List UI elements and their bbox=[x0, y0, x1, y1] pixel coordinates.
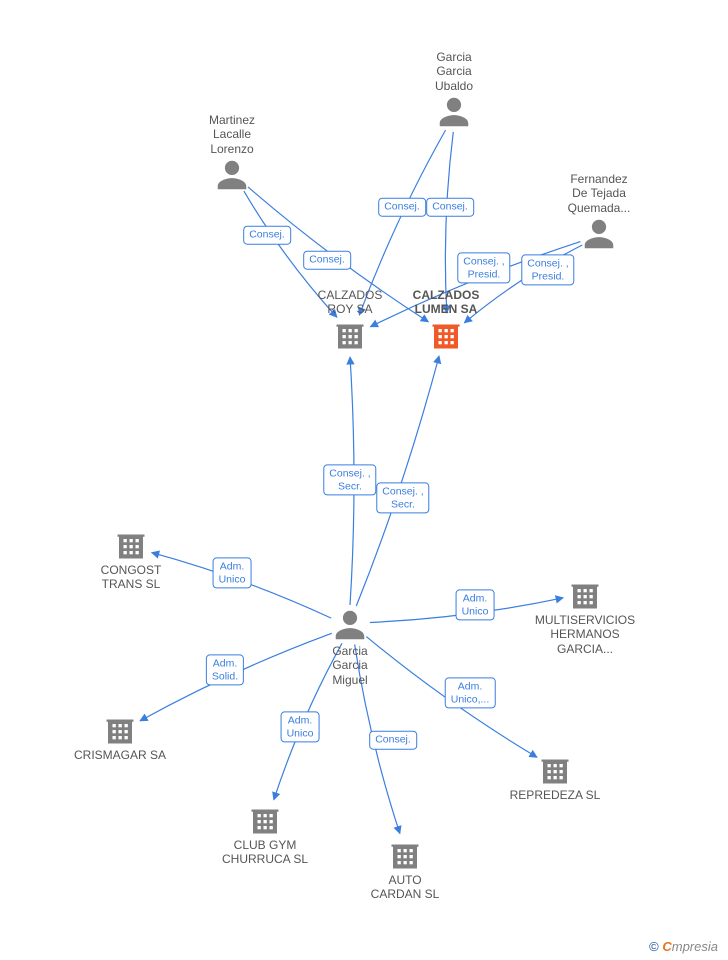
person-node-fernandez[interactable]: Fernandez De Tejada Quemada... bbox=[529, 172, 669, 253]
person-node-martinez[interactable]: Martinez Lacalle Lorenzo bbox=[162, 113, 302, 194]
edge-label: Consej. , Presid. bbox=[521, 254, 574, 285]
building-icon bbox=[332, 317, 368, 353]
node-label: CALZADOS LUMEN SA bbox=[376, 288, 516, 317]
edge-label: Consej. bbox=[243, 226, 291, 245]
company-node-congost[interactable]: CONGOST TRANS SL bbox=[61, 527, 201, 592]
person-icon bbox=[213, 156, 251, 194]
edge-label: Consej. bbox=[426, 198, 474, 217]
person-node-miguel[interactable]: Garcia Garcia Miguel bbox=[280, 606, 420, 687]
footer-credit: © Cmpresia bbox=[649, 939, 718, 954]
edge-label: Adm. Unico bbox=[281, 711, 320, 742]
node-label: CONGOST TRANS SL bbox=[61, 563, 201, 592]
building-icon bbox=[567, 577, 603, 613]
person-node-ubaldo[interactable]: Garcia Garcia Ubaldo bbox=[384, 50, 524, 131]
building-icon bbox=[537, 752, 573, 788]
edge-label: Adm. Unico bbox=[456, 589, 495, 620]
node-label: Fernandez De Tejada Quemada... bbox=[529, 172, 669, 215]
company-node-multi[interactable]: MULTISERVICIOS HERMANOS GARCIA... bbox=[515, 577, 655, 656]
edge-label: Adm. Unico,... bbox=[445, 677, 496, 708]
edge-label: Consej. bbox=[303, 251, 351, 270]
building-icon bbox=[102, 712, 138, 748]
company-node-clubgym[interactable]: CLUB GYM CHURRUCA SL bbox=[195, 802, 335, 867]
building-icon bbox=[113, 527, 149, 563]
company-node-autocardan[interactable]: AUTO CARDAN SL bbox=[335, 837, 475, 902]
company-node-repredeza[interactable]: REPREDEZA SL bbox=[485, 752, 625, 802]
node-label: CRISMAGAR SA bbox=[50, 748, 190, 762]
node-label: Martinez Lacalle Lorenzo bbox=[162, 113, 302, 156]
building-icon bbox=[247, 802, 283, 838]
edge-label: Adm. Solid. bbox=[206, 654, 244, 685]
building-icon bbox=[428, 317, 464, 353]
person-icon bbox=[580, 215, 618, 253]
edge-label: Consej. , Presid. bbox=[457, 252, 510, 283]
node-label: Garcia Garcia Miguel bbox=[280, 644, 420, 687]
node-label: REPREDEZA SL bbox=[485, 788, 625, 802]
node-label: MULTISERVICIOS HERMANOS GARCIA... bbox=[515, 613, 655, 656]
person-icon bbox=[331, 606, 369, 644]
node-label: AUTO CARDAN SL bbox=[335, 873, 475, 902]
brand-name: Cmpresia bbox=[662, 939, 718, 954]
node-label: CLUB GYM CHURRUCA SL bbox=[195, 838, 335, 867]
building-icon bbox=[387, 837, 423, 873]
edge-label: Consej. bbox=[378, 198, 426, 217]
node-label: Garcia Garcia Ubaldo bbox=[384, 50, 524, 93]
edge-label: Consej. , Secr. bbox=[376, 482, 429, 513]
copyright-symbol: © bbox=[649, 939, 659, 954]
company-node-crismagar[interactable]: CRISMAGAR SA bbox=[50, 712, 190, 762]
edge-label: Consej. bbox=[369, 731, 417, 750]
person-icon bbox=[435, 93, 473, 131]
edge-label: Adm. Unico bbox=[213, 557, 252, 588]
company-node-lumen[interactable]: CALZADOS LUMEN SA bbox=[376, 288, 516, 353]
edge-label: Consej. , Secr. bbox=[323, 464, 376, 495]
